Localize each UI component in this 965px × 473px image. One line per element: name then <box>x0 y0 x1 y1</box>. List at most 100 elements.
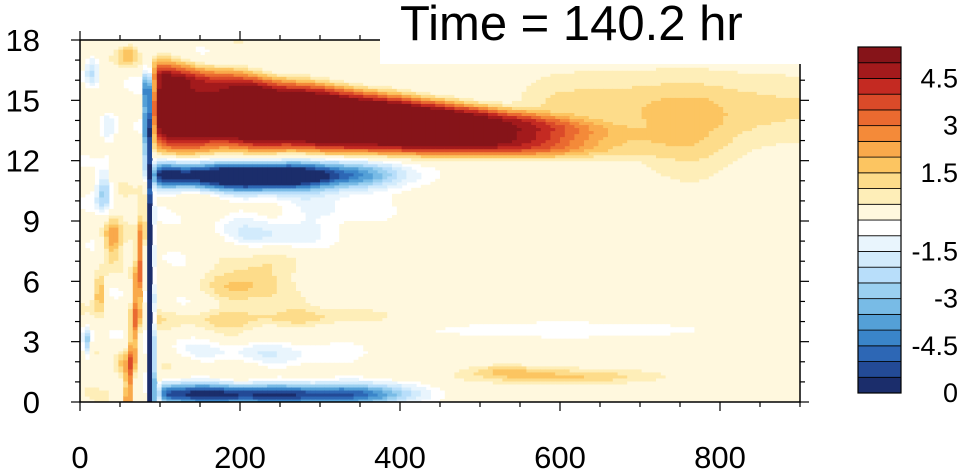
heatmap-cell <box>392 169 398 180</box>
heatmap-cell <box>238 395 244 400</box>
colorbar-box <box>857 78 902 95</box>
heatmap-cell <box>358 163 364 168</box>
heatmap-cell <box>305 187 311 192</box>
heatmap-cell <box>272 148 278 153</box>
heatmap-cell <box>233 290 239 301</box>
heatmap-cell <box>372 398 379 402</box>
heatmap-cell <box>339 163 345 168</box>
heatmap-cell <box>204 389 211 397</box>
heatmap-cell <box>747 151 753 402</box>
heatmap-cell <box>276 386 283 391</box>
heatmap-cell <box>521 377 527 382</box>
heatmap-cell <box>272 314 278 322</box>
heatmap-cell <box>243 224 249 240</box>
heatmap-cell <box>195 181 201 186</box>
heatmap-cell <box>699 67 705 83</box>
heatmap-cell <box>204 293 211 313</box>
heatmap-cell <box>603 160 609 325</box>
heatmap-cell <box>622 383 628 402</box>
heatmap-cell <box>286 142 292 147</box>
heatmap-cell <box>281 184 287 189</box>
heatmap-cell <box>579 380 585 385</box>
heatmap-cell <box>315 82 321 86</box>
heatmap-cell <box>142 73 148 77</box>
heatmap-cell <box>209 142 215 147</box>
heatmap-cell <box>214 389 220 397</box>
heatmap-cell <box>680 97 686 147</box>
heatmap-cell <box>382 389 388 394</box>
heatmap-cell <box>507 157 513 162</box>
heatmap-cell <box>310 326 316 346</box>
heatmap-cell <box>224 67 230 71</box>
heatmap-cell <box>286 82 292 86</box>
heatmap-cell <box>478 380 484 402</box>
heatmap-cell <box>737 73 743 92</box>
heatmap-cell <box>190 184 196 189</box>
heatmap-cell <box>584 157 590 162</box>
heatmap-cell <box>224 73 230 77</box>
heatmap-cell <box>468 151 475 156</box>
heatmap-cell <box>291 151 297 156</box>
heatmap-cell <box>564 118 571 123</box>
heatmap-cell <box>104 236 110 249</box>
heatmap-cell <box>224 380 230 385</box>
heatmap-cell <box>732 88 739 138</box>
heatmap-cell <box>296 166 302 186</box>
heatmap-cell <box>622 154 628 162</box>
heatmap-cell <box>502 106 508 110</box>
heatmap-cell <box>416 160 422 165</box>
heatmap-cell <box>392 103 398 147</box>
heatmap-cell <box>80 166 86 198</box>
heatmap-cell <box>272 368 278 379</box>
heatmap-cell <box>267 368 273 379</box>
heatmap-cell <box>521 91 527 107</box>
heatmap-cell <box>248 79 254 83</box>
heatmap-cell <box>118 272 124 291</box>
heatmap-cell <box>560 148 566 153</box>
heatmap-cell <box>348 389 355 394</box>
heatmap-cell <box>392 178 398 186</box>
heatmap-cell <box>387 386 393 391</box>
heatmap-cell <box>406 383 412 388</box>
heatmap-cell <box>488 106 494 110</box>
heatmap-cell <box>411 151 417 156</box>
heatmap-cell <box>200 377 206 382</box>
heatmap-cell <box>195 73 201 77</box>
heatmap-cell <box>324 79 331 83</box>
heatmap-cell <box>377 154 383 159</box>
heatmap-cell <box>113 40 119 50</box>
heatmap-cell <box>176 302 182 316</box>
heatmap-cell <box>512 145 518 150</box>
heatmap-cell <box>300 248 307 298</box>
heatmap-cell <box>171 145 177 150</box>
heatmap-cell <box>305 383 311 388</box>
heatmap-cell <box>291 350 297 361</box>
heatmap-cell <box>214 91 220 138</box>
heatmap-cell <box>185 383 191 388</box>
heatmap-cell <box>358 100 364 144</box>
heatmap-cell <box>262 380 268 385</box>
heatmap-cell <box>176 389 182 397</box>
heatmap-cell <box>516 112 523 117</box>
heatmap-cell <box>272 320 278 325</box>
heatmap-cell <box>521 160 527 325</box>
heatmap-cell <box>238 82 244 86</box>
heatmap-cell <box>267 317 273 325</box>
heatmap-cell <box>334 151 340 156</box>
heatmap-cell <box>204 52 211 65</box>
heatmap-cell <box>262 148 268 153</box>
heatmap-cell <box>243 76 249 80</box>
heatmap-cell <box>142 70 148 74</box>
heatmap-cell <box>329 88 335 92</box>
heatmap-cell <box>161 61 167 65</box>
heatmap-cell <box>156 127 163 135</box>
heatmap-cell <box>617 88 623 126</box>
heatmap-cell <box>555 151 561 156</box>
heatmap-cell <box>161 142 167 147</box>
heatmap-cell <box>152 148 158 153</box>
heatmap-cell <box>334 160 340 165</box>
heatmap-cell <box>272 88 278 141</box>
heatmap-cell <box>497 145 503 150</box>
heatmap-cell <box>200 160 206 165</box>
heatmap-cell <box>545 371 551 379</box>
